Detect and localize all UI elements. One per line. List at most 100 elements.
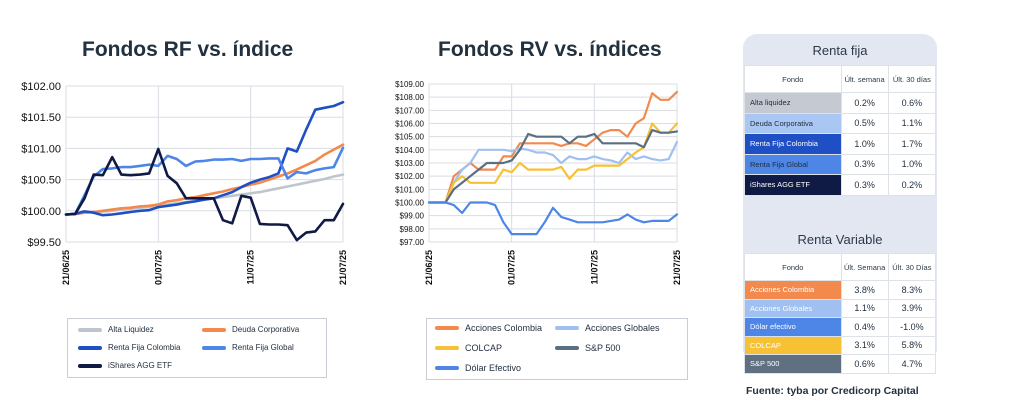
- renta-variable-title: Renta Variable: [797, 232, 883, 247]
- month-return-cell: 4.7%: [887, 354, 937, 374]
- legend-swatch: [435, 366, 459, 370]
- table-row: Dólar efectivo 0.4% -1.0%: [744, 317, 937, 337]
- month-return-cell: 5.8%: [887, 335, 937, 355]
- column-header-fondo: Fondo: [744, 253, 842, 281]
- legend-rv: Acciones Colombia Acciones Globales COLC…: [426, 318, 688, 380]
- series-line-acciones-globales: [427, 140, 679, 204]
- column-header-month: Últ. 30 días: [887, 65, 937, 93]
- y-tick-label: $101.00: [395, 185, 424, 194]
- column-header-fondo: Fondo: [744, 65, 842, 93]
- y-tick-label: $101.00: [21, 143, 61, 155]
- table-row: iShares AGG ETF 0.3% 0.2%: [744, 174, 937, 196]
- legend-swatch: [202, 327, 226, 332]
- legend-swatch: [435, 326, 459, 330]
- series-line-acciones-colombia: [427, 90, 679, 204]
- week-return-cell: 1.0%: [840, 133, 889, 155]
- renta-fija-title: Renta fija: [812, 43, 868, 58]
- legend-swatch: [202, 345, 226, 350]
- legend-label: Acciones Globales: [585, 323, 660, 333]
- week-return-cell: 0.3%: [840, 153, 889, 175]
- legend-swatch: [78, 345, 102, 350]
- fund-name-cell: Acciones Colombia: [744, 280, 842, 300]
- x-tick-label: 21/07/25: [338, 250, 348, 285]
- y-tick-label: $109.00: [395, 80, 424, 89]
- y-tick-label: $108.00: [395, 93, 424, 102]
- fund-name-cell: COLCAP: [744, 335, 842, 355]
- month-return-cell: 1.0%: [887, 153, 937, 175]
- series-line-renta-fija-global: [64, 146, 345, 216]
- legend-label: Renta Fija Global: [232, 343, 294, 352]
- table-row: COLCAP 3.1% 5.8%: [744, 335, 937, 355]
- y-tick-label: $106.00: [395, 120, 424, 129]
- week-return-cell: 0.2%: [840, 92, 889, 114]
- y-tick-label: $104.00: [395, 146, 424, 155]
- table-header-row: Fondo Últ. semana Últ. 30 días: [744, 65, 937, 93]
- fund-name-cell: iShares AGG ETF: [744, 174, 842, 196]
- y-tick-label: $97.00: [400, 238, 425, 247]
- legend-item-sp-500: S&P 500: [555, 343, 620, 353]
- legend-swatch: [78, 327, 102, 332]
- legend-item-ishares-agg-etf: iShares AGG ETF: [78, 361, 172, 370]
- series-line-colcap: [427, 122, 679, 204]
- legend-label: iShares AGG ETF: [108, 361, 173, 370]
- month-return-cell: 8.3%: [887, 280, 937, 300]
- y-tick-label: $99.00: [400, 212, 425, 221]
- y-tick-label: $102.00: [21, 81, 61, 93]
- legend-item-dolar-efectivo: Dólar Efectivo: [435, 363, 521, 373]
- legend-item-renta-fija-colombia: Renta Fija Colombia: [78, 343, 180, 352]
- series-line-deuda-corporativa: [64, 143, 345, 216]
- y-tick-label: $107.00: [395, 106, 424, 115]
- column-header-month: Últ. 30 Días: [887, 253, 937, 281]
- table-row: S&P 500 0.6% 4.7%: [744, 354, 937, 374]
- y-tick-label: $105.00: [395, 133, 424, 142]
- y-tick-label: $100.50: [21, 175, 61, 187]
- chart-title-rf: Fondos RF vs. índice: [82, 38, 294, 61]
- month-return-cell: 1.7%: [887, 133, 937, 155]
- legend-label: Renta Fija Colombia: [108, 343, 181, 352]
- legend-rf: Alta Liquidez Deuda Corporativa Renta Fi…: [67, 318, 327, 378]
- month-return-cell: 0.6%: [887, 92, 937, 114]
- fund-name-cell: Deuda Corporativa: [744, 112, 842, 134]
- week-return-cell: 0.3%: [840, 174, 889, 196]
- table-row: Alta liquidez 0.2% 0.6%: [744, 92, 937, 114]
- month-return-cell: 3.9%: [887, 298, 937, 318]
- fund-name-cell: S&P 500: [744, 354, 842, 374]
- x-tick-label: 21/06/25: [424, 250, 434, 285]
- column-header-week: Últ. semana: [840, 65, 889, 93]
- chart-rf: $99.50 $100.00 $100.50 $101.00 $101.50 $102.0…: [21, 81, 348, 285]
- source-note: Fuente: tyba por Credicorp Capital: [746, 385, 919, 397]
- legend-item-colcap: COLCAP: [435, 343, 502, 353]
- series-line-d-lar-efectivo: [427, 201, 679, 236]
- table-row: Deuda Corporativa 0.5% 1.1%: [744, 112, 937, 134]
- legend-label: Acciones Colombia: [465, 323, 543, 333]
- y-tick-label: $99.50: [27, 237, 61, 249]
- x-tick-label: 11/07/25: [246, 250, 256, 285]
- month-return-cell: 1.1%: [887, 112, 937, 134]
- table-row: Acciones Globales 1.1% 3.9%: [744, 298, 937, 318]
- table-row: Acciones Colombia 3.8% 8.3%: [744, 280, 937, 300]
- legend-swatch: [78, 363, 102, 368]
- legend-swatch: [555, 346, 579, 350]
- week-return-cell: 0.4%: [840, 317, 889, 337]
- week-return-cell: 0.5%: [840, 112, 889, 134]
- y-tick-label: $98.00: [400, 225, 425, 234]
- x-tick-label: 21/06/25: [61, 250, 71, 285]
- fund-name-cell: Renta Fija Global: [744, 153, 842, 175]
- fund-name-cell: Alta liquidez: [744, 92, 842, 114]
- legend-item-acciones-globales: Acciones Globales: [555, 323, 660, 333]
- column-header-week: Últ. Semana: [840, 253, 889, 281]
- legend-item-alta-liquidez: Alta Liquidez: [78, 325, 154, 334]
- x-tick-label: 01/07/25: [507, 250, 517, 285]
- y-tick-label: $100.00: [21, 206, 61, 218]
- y-tick-label: $102.00: [395, 172, 424, 181]
- legend-label: COLCAP: [465, 343, 503, 353]
- legend-item-deuda-corporativa: Deuda Corporativa: [202, 325, 299, 334]
- returns-panel: Renta fija Fondo Últ. semana Últ. 30 día…: [743, 34, 937, 374]
- legend-item-acciones-colombia: Acciones Colombia: [435, 323, 542, 333]
- renta-fija-table: Fondo Últ. semana Últ. 30 días Alta liqu…: [744, 65, 937, 196]
- legend-item-renta-fija-global: Renta Fija Global: [202, 343, 294, 352]
- table-row: Renta Fija Global 0.3% 1.0%: [744, 153, 937, 175]
- y-tick-label: $103.00: [395, 159, 424, 168]
- week-return-cell: 3.8%: [840, 280, 889, 300]
- legend-label: Dólar Efectivo: [465, 363, 522, 373]
